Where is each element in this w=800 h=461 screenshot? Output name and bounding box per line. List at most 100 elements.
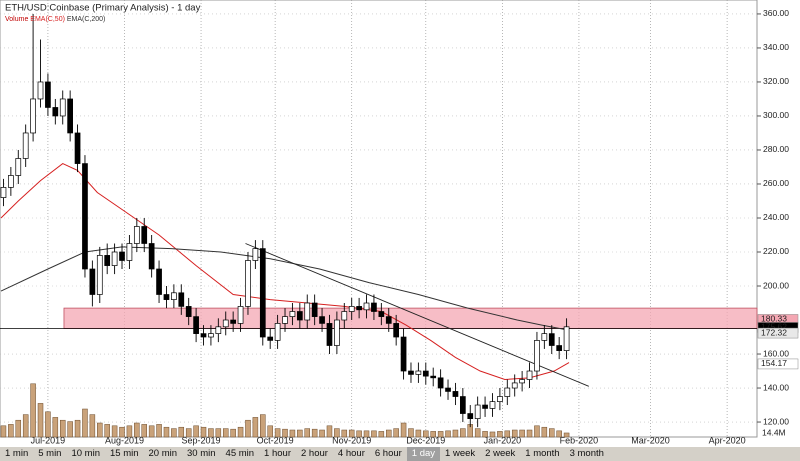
volume-bar: [371, 430, 377, 438]
volume-bar: [348, 429, 355, 438]
volume-bar: [445, 430, 451, 438]
volume-bar: [415, 429, 422, 438]
volume-bar: [134, 422, 140, 438]
candle-body: [497, 396, 503, 402]
timeframe-button[interactable]: 2 hour: [300, 448, 328, 459]
timeframe-button[interactable]: 15 min: [109, 448, 139, 459]
volume-bar: [549, 428, 555, 438]
volume-bar: [15, 419, 22, 438]
volume-bar: [408, 428, 414, 438]
y-tick-label: 120.00: [763, 416, 789, 426]
timeframe-button[interactable]: 45 min: [225, 448, 255, 459]
volume-bar: [119, 426, 125, 438]
trend-line: [245, 243, 589, 387]
volume-bar: [260, 414, 266, 438]
volume-bar: [326, 425, 333, 438]
candle-body: [82, 163, 88, 270]
price-tag: [757, 327, 799, 339]
x-tick-label: Apr-2020: [709, 435, 746, 445]
timeframe-button[interactable]: 1 week: [445, 448, 476, 459]
candle-body: [89, 268, 96, 295]
timeframe-button[interactable]: 10 min: [71, 448, 100, 459]
candle-body: [274, 323, 281, 341]
volume-bar: [504, 430, 511, 438]
timeframe-button[interactable]: 1 min: [5, 448, 29, 459]
timeframe-button[interactable]: 6 hour: [374, 448, 402, 459]
volume-bar: [297, 429, 303, 438]
candle-body: [489, 401, 496, 409]
timeframe-button[interactable]: 30 min: [187, 448, 216, 459]
volume-bar: [178, 426, 185, 438]
x-tick-label: Mar-2020: [631, 435, 670, 445]
candle-body: [474, 404, 481, 419]
candle-body: [193, 316, 199, 334]
timeframe-button[interactable]: 1 day: [406, 447, 441, 461]
volume-bar: [430, 431, 436, 438]
volume-bar: [111, 425, 118, 438]
candle-body: [245, 260, 251, 307]
volume-bar: [156, 424, 162, 438]
candle-body: [437, 377, 444, 389]
volume-bar: [252, 417, 259, 438]
volume-bar: [393, 428, 399, 438]
volume-bar: [97, 422, 103, 438]
volume-bar: [489, 431, 496, 438]
volume-bar: [230, 428, 236, 438]
candle-body: [482, 404, 488, 409]
candle-body: [452, 391, 459, 397]
y-tick-label: 360.00: [763, 8, 789, 18]
timeframe-button[interactable]: 3 month: [569, 448, 604, 459]
x-tick-label: Feb-2020: [560, 435, 599, 445]
timeframe-toolbar: 1 min 5 min 10 min 15 min 20 min 30 min 45 min…: [0, 447, 800, 461]
timeframe-button[interactable]: 20 min: [148, 448, 178, 459]
candle-body: [37, 81, 44, 100]
candle-body: [311, 302, 318, 317]
candle-body: [385, 316, 392, 324]
volume-bar: [30, 383, 36, 438]
volume-bar: [126, 425, 133, 438]
volume-bar: [534, 425, 540, 438]
x-tick-label: Dec-2019: [406, 435, 445, 445]
candle-body: [30, 98, 36, 134]
timeframe-button[interactable]: 1 hour: [264, 448, 291, 459]
candle-body: [15, 158, 22, 176]
candle-body: [222, 319, 229, 328]
candle-body: [296, 311, 303, 321]
volume-bar: [45, 411, 51, 438]
timeframe-button[interactable]: 4 hour: [337, 448, 365, 459]
volume-bar: [52, 417, 59, 438]
candle-body: [148, 243, 155, 270]
volume-bar: [319, 429, 325, 438]
candle-body: [319, 316, 325, 324]
volume-bar: [237, 426, 244, 438]
timeframe-button[interactable]: 2 week: [485, 448, 516, 459]
y-tick-label: 240.00: [763, 212, 789, 222]
candle-body: [185, 306, 192, 317]
candle-body: [467, 413, 474, 419]
legend: Volume EMA(C,50) EMA(C,200): [5, 16, 105, 23]
candle-body: [74, 132, 81, 164]
candle-body: [237, 306, 244, 324]
candle-body: [548, 333, 555, 346]
candle-body: [422, 370, 429, 377]
x-tick-label: Nov-2019: [332, 435, 371, 445]
volume-bar: [245, 419, 251, 438]
candle-body: [22, 132, 29, 159]
candle-body: [267, 336, 274, 341]
volume-bar: [541, 426, 548, 438]
candle-body: [104, 255, 111, 266]
candle-body: [378, 311, 385, 317]
candle-body: [326, 323, 333, 346]
candle-body: [230, 319, 237, 324]
volume-bar: [356, 430, 362, 438]
candle-body: [45, 81, 51, 108]
volume-bar: [511, 429, 518, 438]
candle-body: [252, 248, 259, 261]
candle-body: [556, 345, 563, 351]
timeframe-button[interactable]: 1 month: [525, 448, 560, 459]
candle-body: [393, 323, 400, 338]
y-tick-label: 220.00: [763, 246, 789, 256]
timeframe-button[interactable]: 5 min: [38, 448, 62, 459]
candle-body: [459, 396, 466, 414]
